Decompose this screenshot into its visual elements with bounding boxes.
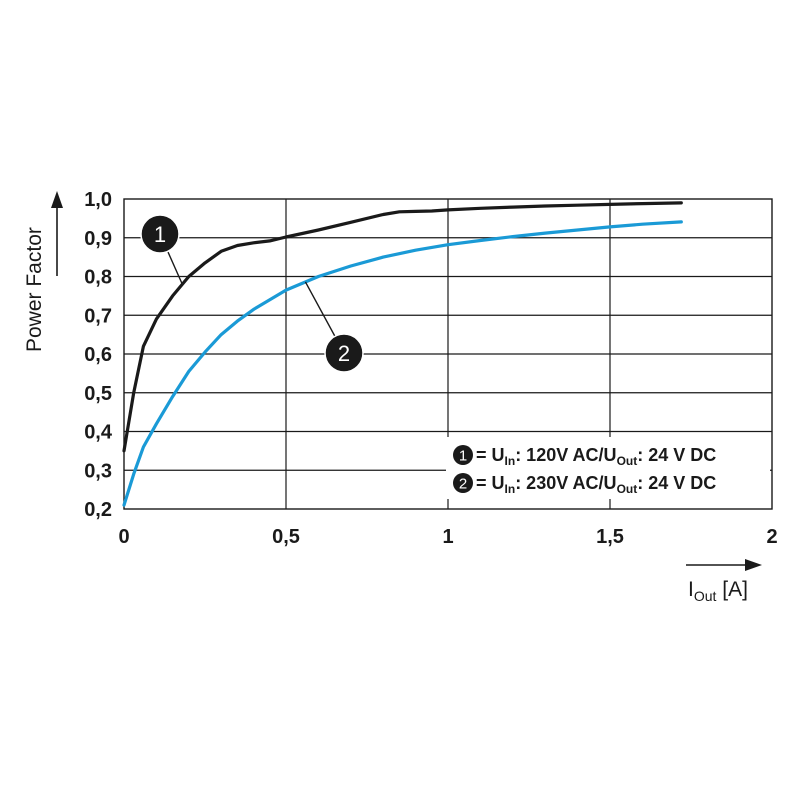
callout-group: 12: [140, 214, 364, 373]
tick-labels: 0,2 0,3 0,4 0,5 0,6 0,7 0,8 0,9 1,0 0 0,5 1 1,5 2: [84, 189, 777, 548]
y-tick-label: 0,7: [84, 305, 112, 327]
callout-marker-1: [140, 214, 180, 254]
x-tick-label: 0: [118, 526, 129, 548]
legend-box: [446, 437, 770, 499]
x-tick-label: 1,5: [596, 526, 624, 548]
x-axis-arrow-icon: [745, 559, 762, 571]
series-line-2: [122, 220, 683, 507]
y-tick-label: 0,5: [84, 383, 112, 405]
y-axis-title: Power Factor: [23, 227, 46, 352]
x-axis-title: IOut [A]: [688, 578, 748, 604]
y-axis-title-group: Power Factor: [23, 191, 63, 352]
callout-label-2: 2: [338, 341, 350, 366]
y-tick-label: 0,4: [84, 422, 113, 444]
x-axis-title-unit: [A]: [716, 578, 748, 601]
legend: 1 = UIn: 120V AC/UOut: 24 V DC 2 = UIn: …: [446, 437, 770, 499]
legend-marker-1: [453, 445, 473, 465]
legend-marker-2-label: 2: [459, 476, 467, 493]
x-axis-title-group: IOut [A]: [686, 559, 762, 604]
legend-item-1: 1 = UIn: 120V AC/UOut: 24 V DC: [453, 445, 716, 468]
legend-label-1: = UIn: 120V AC/UOut: 24 V DC: [476, 445, 716, 468]
legend-marker-1-label: 1: [459, 448, 467, 465]
series-line-1: [122, 201, 683, 453]
legend-marker-2: [453, 473, 473, 493]
y-tick-label: 0,2: [84, 499, 112, 521]
grid: [124, 199, 772, 509]
callout-marker-2: [324, 333, 364, 373]
y-tick-label: 1,0: [84, 189, 112, 211]
plot-frame: [123, 198, 773, 510]
y-tick-label: 0,6: [84, 344, 112, 366]
callout-label-1: 1: [154, 222, 166, 247]
x-tick-label: 0,5: [272, 526, 300, 548]
y-tick-label: 0,9: [84, 228, 112, 250]
x-axis-title-sub: Out: [694, 588, 717, 604]
series-group: [122, 201, 683, 507]
y-tick-label: 0,8: [84, 267, 112, 289]
legend-item-2: 2 = UIn: 230V AC/UOut: 24 V DC: [453, 473, 716, 496]
legend-label-2: = UIn: 230V AC/UOut: 24 V DC: [476, 473, 716, 496]
x-tick-label: 2: [766, 526, 777, 548]
y-tick-label: 0,3: [84, 460, 112, 482]
x-tick-label: 1: [442, 526, 453, 548]
x-axis-title-main: I: [688, 578, 694, 601]
y-axis-arrow-icon: [51, 191, 63, 208]
